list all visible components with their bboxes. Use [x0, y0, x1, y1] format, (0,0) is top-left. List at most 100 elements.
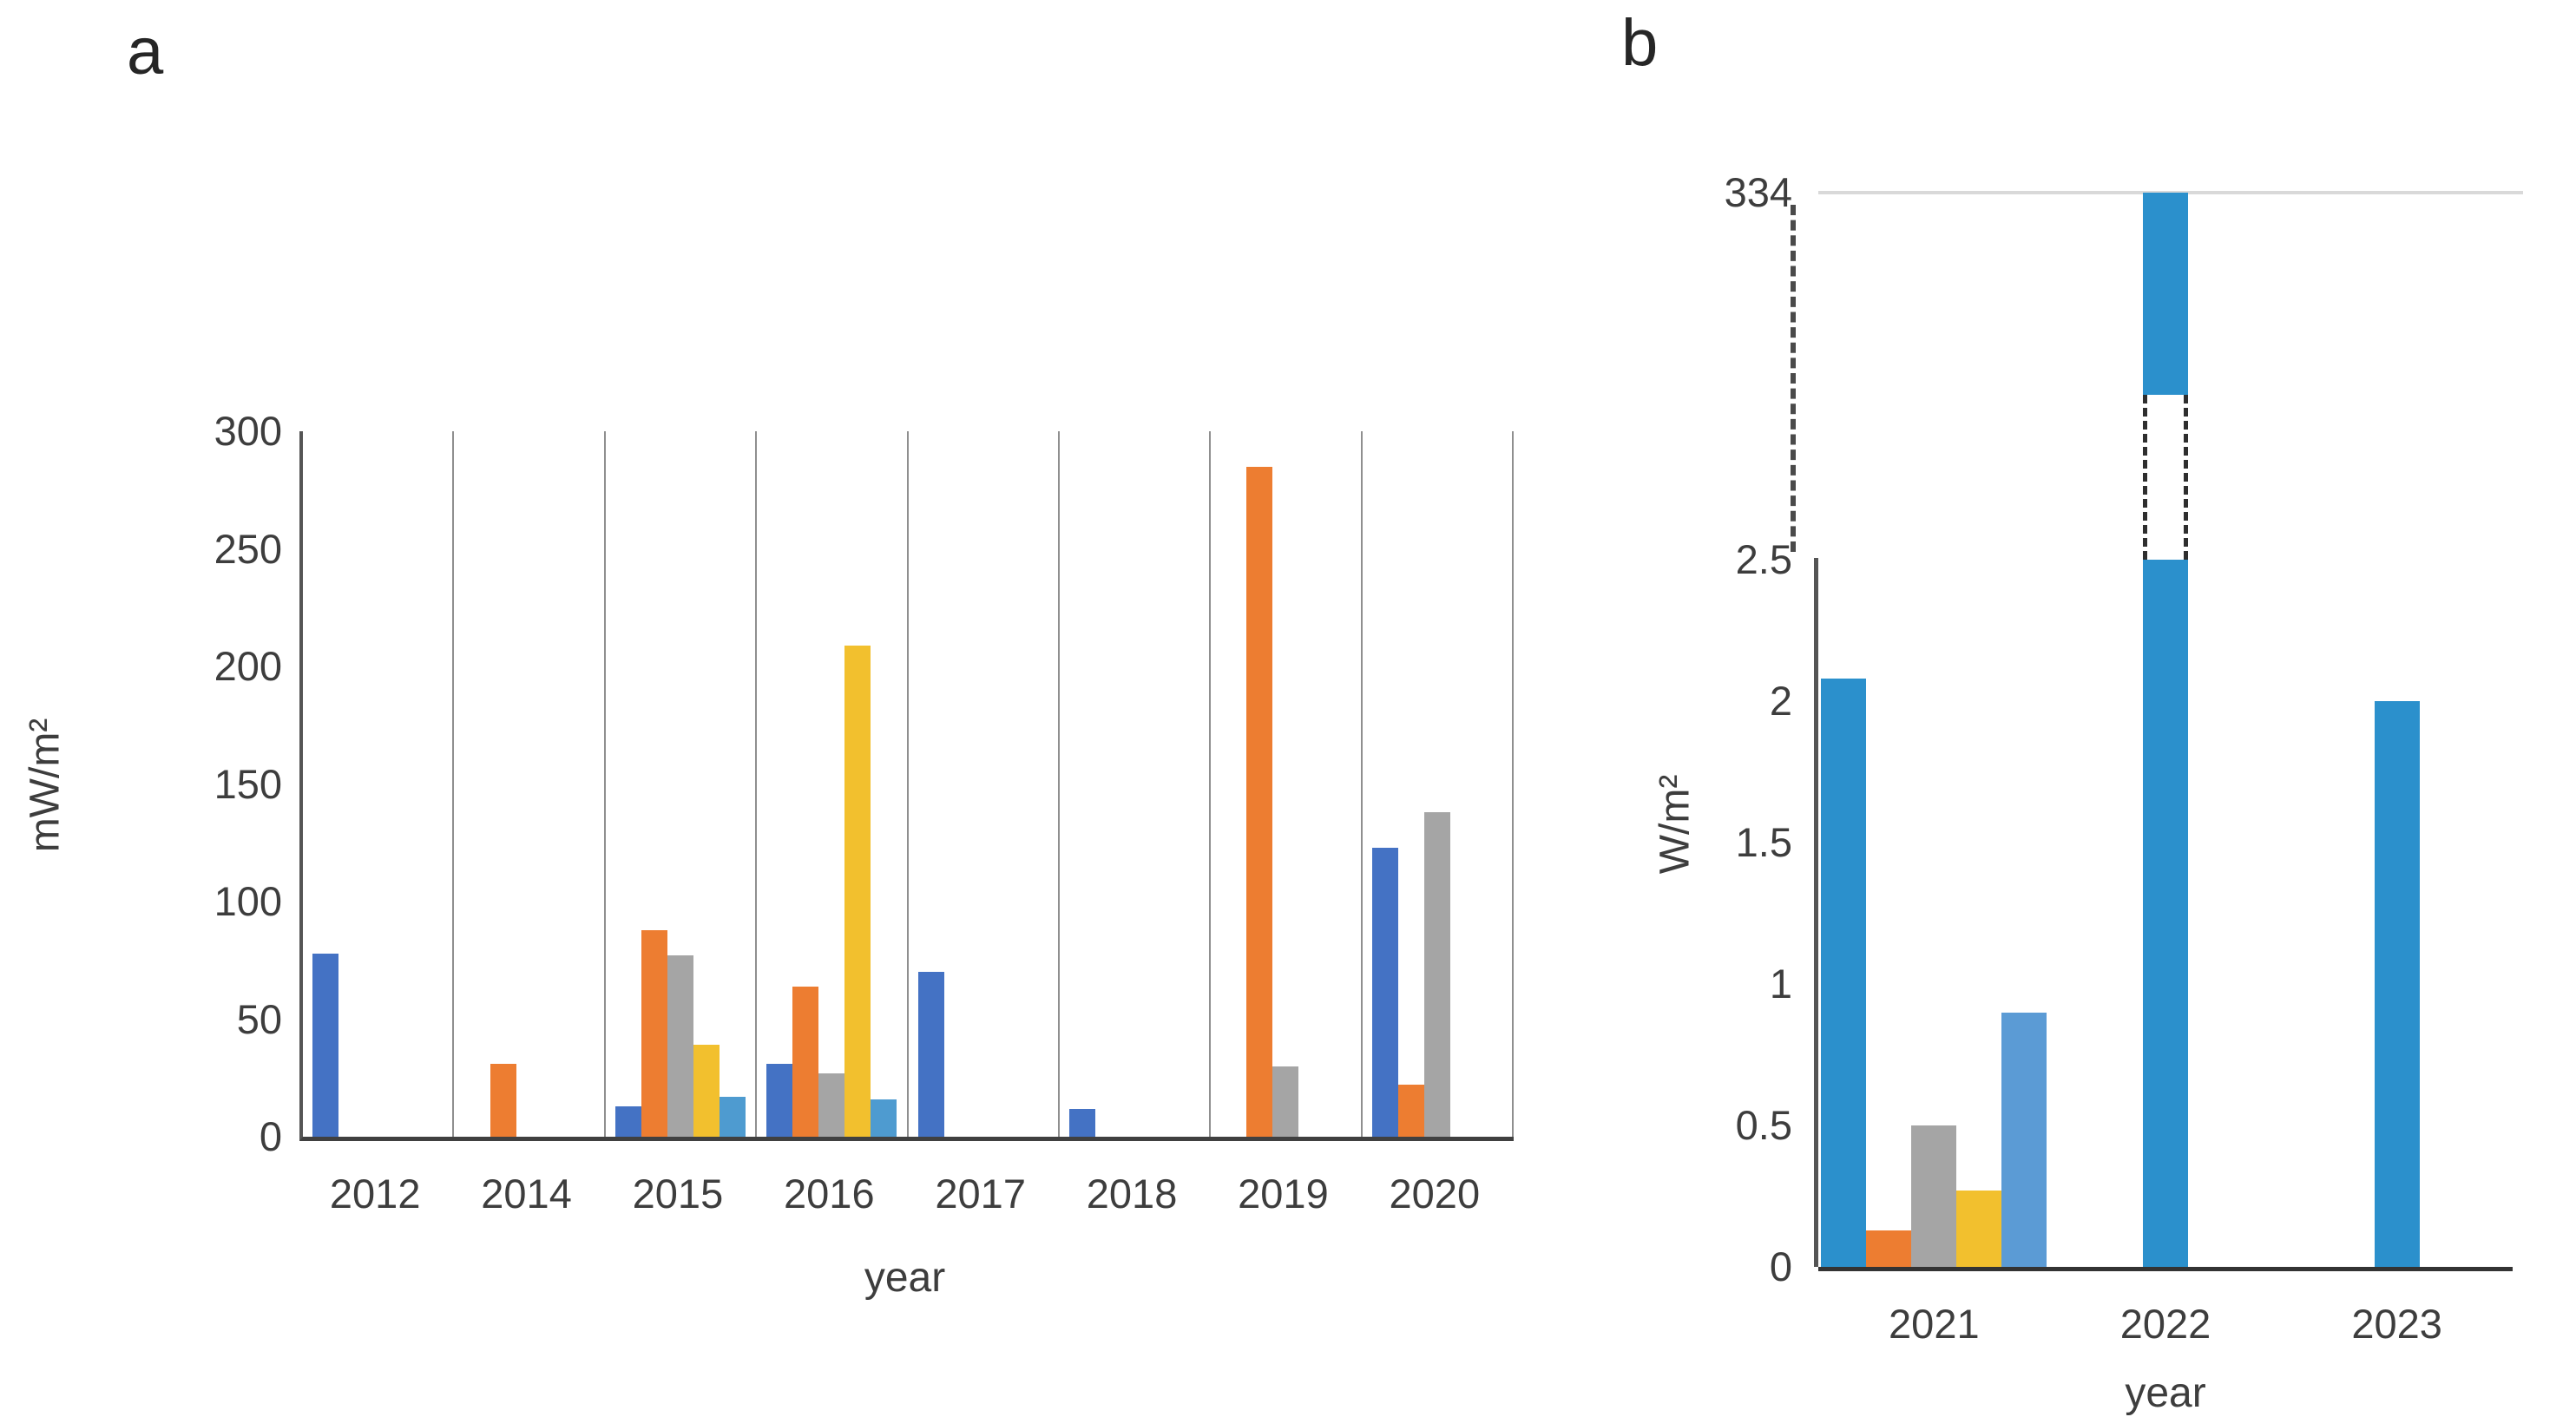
chart-a-slot	[719, 1096, 746, 1137]
chart-a-slot	[818, 1073, 845, 1137]
chart-a-x-tick-2016: 2016	[784, 1171, 875, 1217]
bar-2021-series-2-orange	[1866, 1230, 1912, 1267]
chart-b-y-axis-solid-segment	[1814, 558, 1818, 1267]
chart-a-cluster-2018	[1069, 431, 1199, 1137]
chart-a-cluster-2019	[1220, 431, 1350, 1137]
bar-2019-series-3-gray	[1272, 1066, 1299, 1137]
chart-a-slot	[1246, 466, 1273, 1137]
chart-a-slot	[693, 1045, 720, 1137]
bar-2015-series-2-orange	[641, 929, 667, 1137]
panel-a-label: a	[127, 15, 164, 89]
bar-2016-series-3-gray	[818, 1073, 845, 1137]
chart-b-slot	[1911, 1125, 1957, 1267]
chart-a-cluster-2017	[917, 431, 1048, 1137]
bar-2021-series-4-yellow	[1956, 1191, 2002, 1267]
chart-b-slot	[1956, 1191, 2002, 1267]
chart-a-slot	[792, 986, 819, 1137]
chart-a-cluster-2020	[1371, 431, 1502, 1137]
chart-b-group-2023	[2281, 193, 2513, 1267]
chart-a-slot	[871, 1099, 897, 1137]
chart-a-x-tick-2015: 2015	[632, 1171, 724, 1217]
chart-a-x-tick-2014: 2014	[481, 1171, 572, 1217]
bar-2015-series-4-yellow	[693, 1045, 720, 1137]
chart-b-x-tick-2022: 2022	[2119, 1301, 2211, 1347]
bar-2012-series-1-blue	[312, 953, 339, 1137]
chart-b-y-tick-2.5: 2.5	[1735, 536, 1792, 582]
chart-a-group-2015	[606, 431, 758, 1137]
chart-a-group-2012	[303, 431, 455, 1137]
bar-2018-series-1-blue	[1069, 1108, 1096, 1137]
bar-2019-series-2-orange	[1246, 466, 1273, 1137]
chart-a-cluster-2016	[766, 431, 897, 1137]
chart-a-x-tick-2017: 2017	[935, 1171, 1026, 1217]
chart-a-slot	[1397, 1085, 1424, 1137]
bar-2014-series-2-orange	[490, 1064, 516, 1137]
bar-2016-series-4-yellow	[844, 645, 871, 1137]
chart-b-cluster-2023	[2374, 193, 2420, 1267]
chart-a-group-2014	[454, 431, 606, 1137]
chart-a-y-tick-50: 50	[236, 995, 282, 1042]
chart-b-y-tick-0.5: 0.5	[1735, 1102, 1792, 1148]
broken-bar-lower-segment	[2143, 560, 2188, 1267]
chart-b-y-tick-2: 2	[1769, 678, 1792, 724]
chart-a-y-tick-100: 100	[214, 878, 282, 924]
chart-b-group-2021	[1818, 193, 2050, 1267]
chart-b-y-tick-1: 1	[1769, 961, 1792, 1007]
bar-2020-series-1-blue	[1371, 847, 1398, 1137]
chart-a-group-2018	[1060, 431, 1212, 1137]
bar-2021-series-5-lightblue	[2001, 1012, 2047, 1267]
bar-2016-series-1-blue	[766, 1064, 793, 1137]
chart-b-slot	[2001, 1012, 2047, 1267]
chart-b-plot-area	[1791, 191, 2523, 1271]
chart-a-y-axis-title: mW/m²	[22, 718, 69, 853]
chart-b-slot	[1821, 678, 1867, 1267]
chart-a-y-tick-150: 150	[214, 760, 282, 807]
chart-b-y-axis-break-dashed-segment	[1791, 205, 1796, 552]
chart-a-slot	[844, 645, 871, 1137]
chart-a-x-axis-title: year	[864, 1255, 946, 1301]
chart-a-group-2016	[757, 431, 909, 1137]
chart-b-x-tick-2023: 2023	[2351, 1301, 2442, 1347]
chart-b-y-tick-1.5: 1.5	[1735, 819, 1792, 865]
chart-a-slot	[1371, 847, 1398, 1137]
chart-a-slot	[766, 1064, 793, 1137]
chart-b-cluster-2022	[2143, 193, 2188, 1267]
bar-2015-series-5-lightblue	[719, 1096, 746, 1137]
bar-2021-series-3-gray	[1911, 1125, 1957, 1267]
chart-b-slot	[2143, 193, 2188, 1267]
bar-2020-series-3-gray	[1423, 812, 1450, 1137]
chart-a-group-2020	[1363, 431, 1514, 1137]
bar-2020-series-2-orange	[1397, 1085, 1424, 1137]
chart-a-slot	[490, 1064, 516, 1137]
chart-a-slot	[1272, 1066, 1299, 1137]
bar-2022-series-1-blue-broken	[2143, 193, 2188, 1267]
chart-b-x-tick-2021: 2021	[1889, 1301, 1980, 1347]
chart-a-y-tick-250: 250	[214, 525, 282, 572]
chart-a-slot	[614, 1105, 641, 1137]
panel-b-label: b	[1621, 6, 1659, 80]
chart-b-group-2022	[2050, 193, 2282, 1267]
chart-a-group-2019	[1211, 431, 1363, 1137]
chart-a-slot	[641, 929, 667, 1137]
chart-a-group-2017	[909, 431, 1060, 1137]
chart-a-x-tick-2020: 2020	[1389, 1171, 1481, 1217]
broken-bar-axis-break-segment	[2143, 395, 2188, 560]
chart-a-y-tick-300: 300	[214, 408, 282, 454]
bar-2023-series-1-blue	[2374, 701, 2420, 1267]
chart-a-x-tick-2018: 2018	[1086, 1171, 1178, 1217]
chart-a-y-tick-200: 200	[214, 643, 282, 689]
chart-a-slot	[1069, 1108, 1096, 1137]
bar-2016-series-2-orange	[792, 986, 819, 1137]
bar-2015-series-1-blue	[614, 1105, 641, 1137]
chart-b-slot	[2374, 701, 2420, 1267]
bar-2021-series-1-blue	[1821, 678, 1867, 1267]
bar-2017-series-1-blue	[917, 972, 944, 1137]
chart-a-plot-area	[299, 431, 1514, 1141]
bar-2015-series-3-gray	[667, 955, 693, 1137]
chart-a-slot	[917, 972, 944, 1137]
chart-a-slot	[312, 953, 339, 1137]
chart-a-slot	[1423, 812, 1450, 1137]
chart-b-cluster-2021	[1821, 193, 2047, 1267]
chart-a-x-tick-2012: 2012	[329, 1171, 421, 1217]
